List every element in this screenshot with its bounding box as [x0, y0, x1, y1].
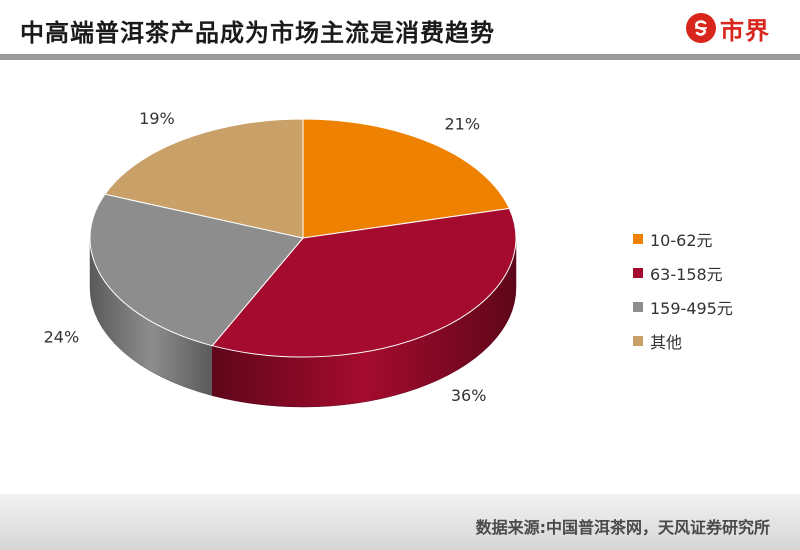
legend-swatch-2 [633, 302, 643, 312]
chart-area: 21% 36% 24% 19% [0, 60, 800, 490]
legend-swatch-1 [633, 268, 643, 278]
legend-label-2: 159-495元 [650, 299, 733, 318]
legend-swatch-0 [633, 234, 643, 244]
data-label-0: 21% [444, 114, 480, 133]
logo-text: 市界 [720, 16, 770, 45]
legend-item-2: 159-495元 [633, 290, 733, 324]
pie-slice-0 [302, 118, 511, 239]
pie-chart: 21% 36% 24% 19% [44, 109, 517, 408]
data-label-2: 24% [44, 327, 80, 346]
page-title: 中高端普洱茶产品成为市场主流是消费趋势 [20, 19, 495, 47]
pie-slice-2 [89, 193, 304, 347]
legend-item-1: 63-158元 [633, 256, 733, 290]
legend-label-1: 63-158元 [650, 265, 723, 284]
legend-label-3: 其他 [650, 333, 683, 352]
data-label-1: 36% [451, 386, 487, 405]
legend-item-3: 其他 [633, 324, 733, 358]
s-circle-icon [686, 13, 716, 43]
data-label-3: 19% [139, 109, 175, 128]
data-source: 数据来源:中国普洱茶网，天风证券研究所 [475, 518, 770, 537]
header-divider [0, 54, 800, 60]
footer: 数据来源:中国普洱茶网，天风证券研究所 [0, 494, 800, 550]
pie-slice-3 [104, 118, 304, 239]
legend-item-0: 10-62元 [633, 222, 733, 256]
header: 中高端普洱茶产品成为市场主流是消费趋势 市界 [0, 0, 800, 56]
legend-label-0: 10-62元 [650, 231, 713, 250]
brand-logo: 市界 [686, 10, 770, 46]
chart-legend: 10-62元 63-158元 159-495元 其他 [633, 222, 733, 358]
pie-slice-1 [211, 207, 517, 358]
legend-swatch-3 [633, 336, 643, 346]
